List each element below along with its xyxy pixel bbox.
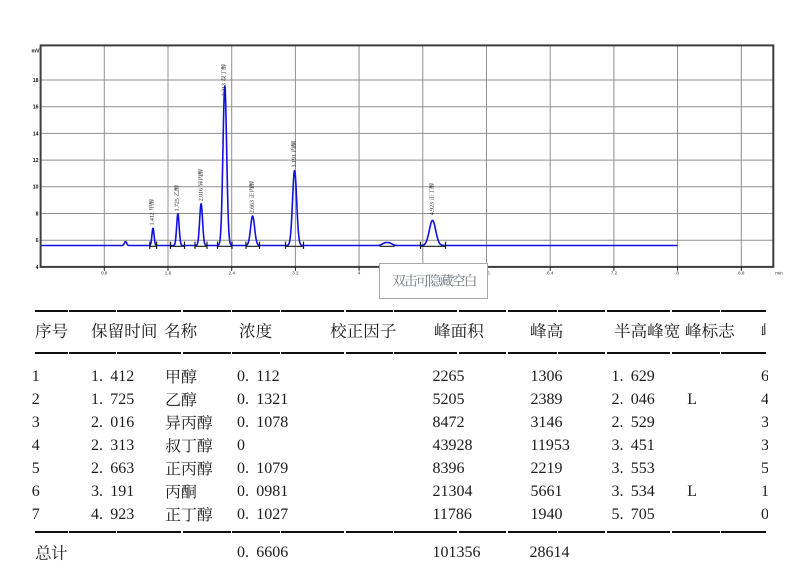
svg-text:16: 16 <box>33 105 39 111</box>
svg-text:0.8: 0.8 <box>101 271 108 276</box>
svg-text:8.8: 8.8 <box>738 271 745 276</box>
svg-text:2.4: 2.4 <box>229 271 236 276</box>
svg-text:6.4: 6.4 <box>547 271 554 276</box>
svg-text:mV: mV <box>32 49 41 55</box>
svg-text:18: 18 <box>33 78 39 84</box>
svg-text:6: 6 <box>36 238 39 244</box>
svg-text:10: 10 <box>33 185 39 191</box>
svg-text:8: 8 <box>36 211 39 217</box>
svg-text:12: 12 <box>33 158 39 164</box>
svg-text:min: min <box>775 271 783 276</box>
svg-text:4: 4 <box>358 271 361 276</box>
svg-text:14: 14 <box>33 131 39 137</box>
svg-text:8: 8 <box>676 271 679 276</box>
svg-text:3.2: 3.2 <box>292 271 299 276</box>
svg-text:1.6: 1.6 <box>165 271 172 276</box>
svg-text:4: 4 <box>36 265 39 271</box>
svg-text:7.2: 7.2 <box>611 271 618 276</box>
